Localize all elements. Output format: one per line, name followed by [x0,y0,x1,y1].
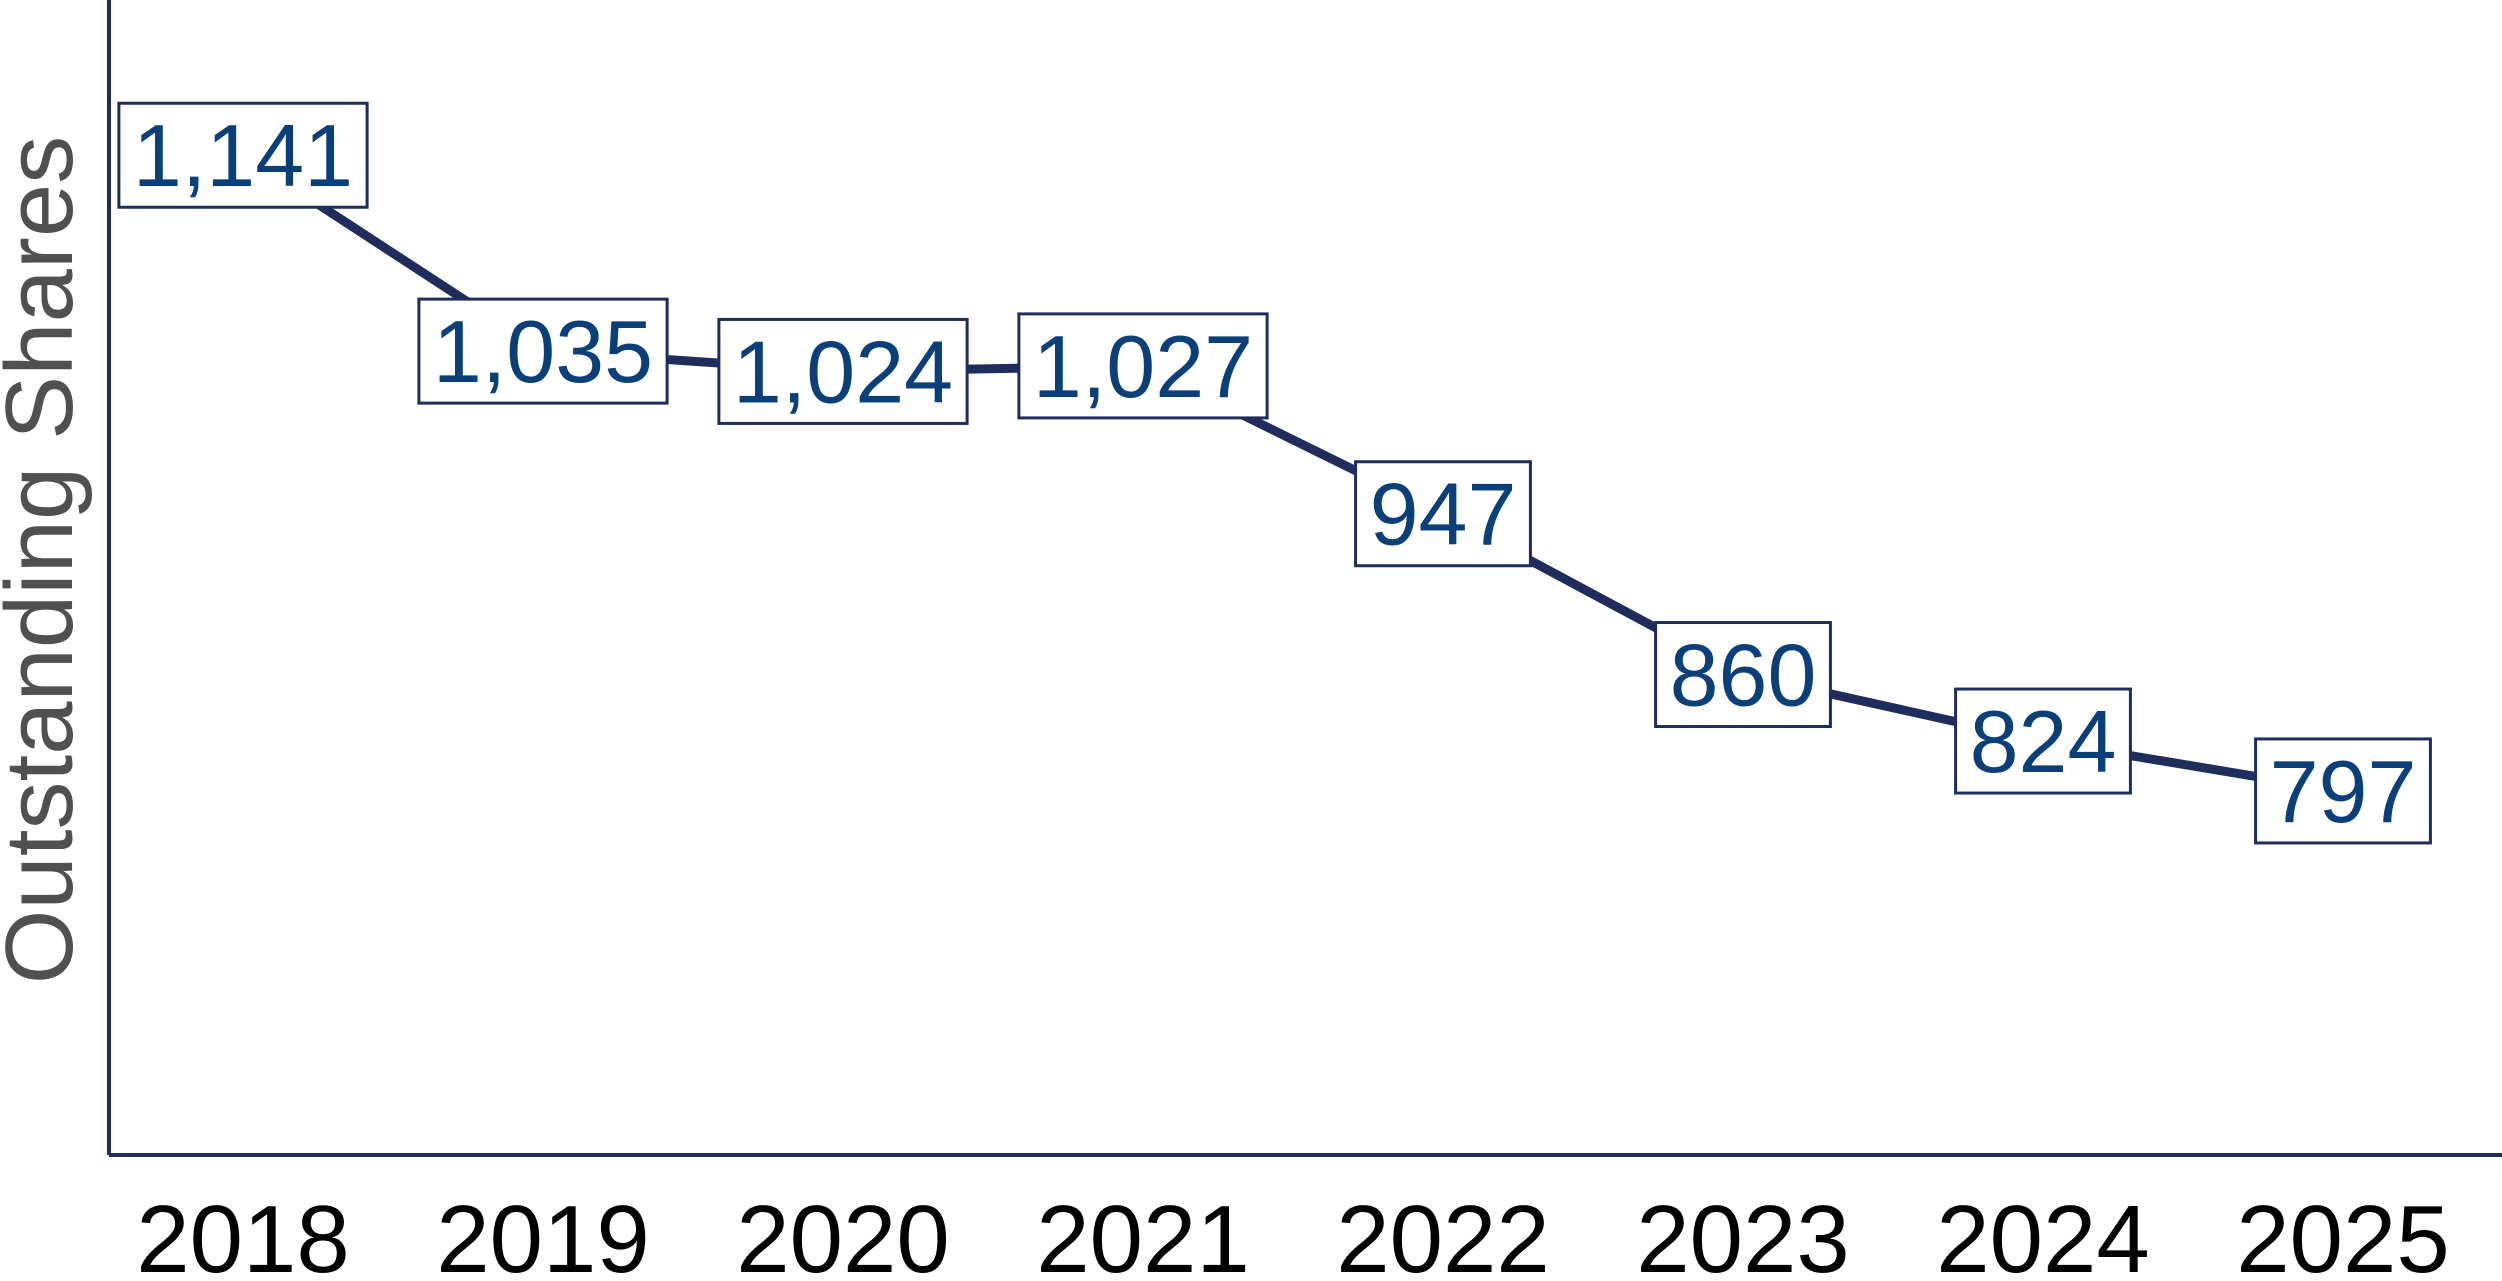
data-label-box [1654,621,1832,729]
data-label: 797 [2254,737,2432,845]
data-label: 860 [1654,621,1832,729]
data-label-text: 860 [1670,626,1817,725]
x-tick-label: 2024 [1936,1186,2150,1281]
x-tick-label: 2020 [736,1186,950,1281]
data-label: 824 [1954,687,2132,795]
data-label: 1,141 [117,101,369,209]
data-label-text: 947 [1370,465,1517,564]
data-label-text: 824 [1970,692,2117,791]
data-label-box [1017,312,1269,420]
data-label-text: 1,141 [133,106,353,205]
data-label-box [717,317,969,425]
x-tick-label: 2018 [136,1186,350,1281]
x-tick-label: 2023 [1636,1186,1850,1281]
y-axis-title: Outstanding Shares [0,136,93,985]
x-tick-label: 2025 [2236,1186,2450,1281]
data-label-box [2254,737,2432,845]
x-tick-label: 2022 [1336,1186,1550,1281]
data-label-box [117,101,369,209]
data-label-text: 797 [2270,742,2417,841]
data-label-box [1354,460,1532,568]
data-label-text: 1,035 [433,302,653,401]
data-label-text: 1,027 [1033,317,1253,416]
x-tick-label: 2019 [436,1186,650,1281]
data-label-box [417,297,669,405]
data-label: 1,024 [717,317,969,425]
data-label-text: 1,024 [733,322,953,421]
data-label: 1,035 [417,297,669,405]
data-label: 947 [1354,460,1532,568]
data-label-box [1954,687,2132,795]
x-tick-label: 2021 [1036,1186,1250,1281]
data-label: 1,027 [1017,312,1269,420]
